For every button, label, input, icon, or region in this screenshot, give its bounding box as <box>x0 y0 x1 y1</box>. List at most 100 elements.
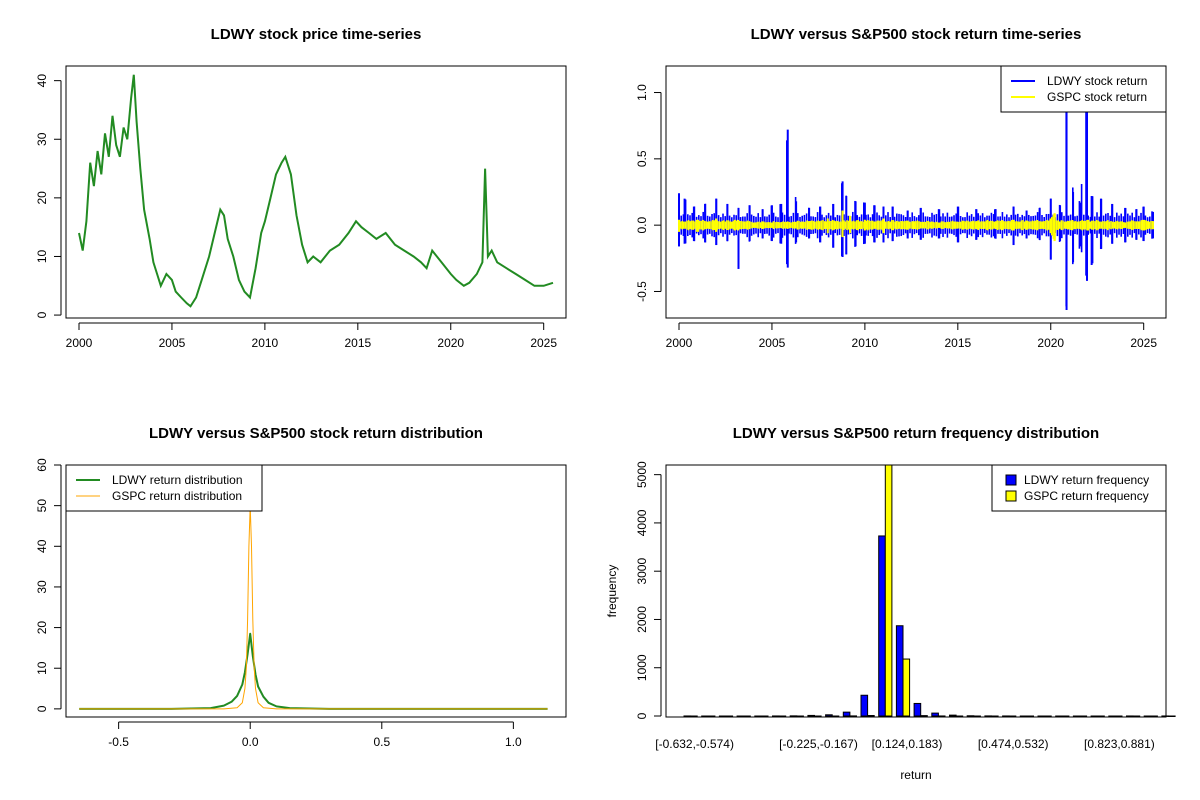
gspc-freq-bar <box>743 715 751 717</box>
gspc-freq-bar <box>1114 715 1123 717</box>
gspc-freq-bar <box>1168 715 1176 717</box>
legend-swatch <box>1005 490 1017 502</box>
ldwy-freq-bar <box>878 535 886 717</box>
gspc-freq-bar <box>831 715 840 717</box>
gspc-return-series <box>678 210 1154 242</box>
ldwy-freq-bar <box>913 702 922 717</box>
x-axis-title: return <box>900 768 931 782</box>
ldwy-freq-bar <box>1108 715 1116 717</box>
y-tick-label: 20 <box>35 621 49 635</box>
ldwy-freq-bar <box>683 715 692 717</box>
x-tick-label: -0.5 <box>108 735 129 749</box>
x-tick-label: 0.0 <box>242 735 259 749</box>
plot-frame-4 <box>665 464 1167 718</box>
y-tick-label: 0.5 <box>635 150 649 167</box>
y-tick-label: 1.0 <box>635 84 649 101</box>
gspc-freq-bar <box>973 715 981 717</box>
x-category-label: [-0.632,-0.574) <box>655 737 734 751</box>
x-tick-label: 0.5 <box>373 735 390 749</box>
ldwy-freq-bar <box>1037 715 1046 717</box>
y-tick-label: 0 <box>635 712 649 719</box>
y-tick-label: 10 <box>35 661 49 675</box>
legend-returns: LDWY stock return GSPC stock return <box>1000 65 1167 113</box>
gspc-freq-bar <box>1061 715 1070 717</box>
gspc-freq-bar <box>884 464 893 717</box>
y-tick-label: 40 <box>35 74 49 88</box>
ldwy-freq-bar <box>1126 715 1134 717</box>
chart-title-3: LDWY versus S&P500 stock return distribu… <box>149 425 483 442</box>
ldwy-freq-bar <box>789 715 798 717</box>
chart-title-2: LDWY versus S&P500 stock return time-ser… <box>751 26 1082 43</box>
ldwy-freq-bar <box>754 715 762 717</box>
legend-density: LDWY return distribution GSPC return dist… <box>65 464 263 512</box>
ldwy-freq-bar <box>1002 715 1010 717</box>
ldwy-freq-bar <box>718 715 727 717</box>
gspc-freq-bar <box>1132 715 1141 717</box>
gspc-freq-bar <box>814 715 822 717</box>
ldwy-freq-bar <box>736 715 745 717</box>
x-tick-label: 2020 <box>437 336 464 350</box>
ldwy-freq-bar <box>966 715 975 717</box>
legend-label: GSPC stock return <box>1047 90 1147 104</box>
plot-frame-3 <box>65 464 567 718</box>
gspc-freq-bar <box>725 715 734 717</box>
legend-box <box>1000 65 1167 113</box>
x-tick-label: 2010 <box>252 336 279 350</box>
legend-swatch <box>1005 474 1017 486</box>
ldwy-freq-bar <box>1055 715 1063 717</box>
gspc-freq-bar <box>955 715 964 717</box>
ldwy-freq-bar <box>949 714 957 717</box>
x-tick-label: 2005 <box>159 336 186 350</box>
gspc-freq-bar <box>1097 715 1105 717</box>
ldwy-freq-bar <box>842 711 851 717</box>
gspc-freq-bar <box>778 715 787 717</box>
y-tick-label: 0.0 <box>635 216 649 233</box>
ldwy-freq-bar <box>1019 715 1028 717</box>
plot-frame-2 <box>665 65 1167 319</box>
legend-box <box>65 464 263 512</box>
y-tick-label: 60 <box>35 458 49 472</box>
gspc-freq-bar <box>1079 715 1088 717</box>
x-category-label: [0.474,0.532) <box>978 737 1049 751</box>
y-tick-label: 2000 <box>635 606 649 633</box>
y-tick-label: 4000 <box>635 509 649 536</box>
x-tick-label: 2025 <box>1130 336 1157 350</box>
ldwy-freq-bar <box>772 715 780 717</box>
x-tick-label: 2015 <box>344 336 371 350</box>
ldwy-density-line <box>79 632 548 710</box>
x-category-label: [-0.225,-0.167) <box>779 737 858 751</box>
ldwy-freq-bar <box>701 715 709 717</box>
gspc-freq-bar <box>690 715 698 717</box>
ldwy-freq-bar <box>984 715 993 717</box>
gspc-freq-bar <box>902 658 911 717</box>
y-tick-label: 1000 <box>635 654 649 681</box>
y-tick-label: 30 <box>35 580 49 594</box>
legend-label: GSPC return distribution <box>112 489 242 503</box>
y-axis-title: frequency <box>605 565 619 618</box>
gspc-freq-bar <box>760 715 769 717</box>
gspc-freq-bar <box>920 715 928 717</box>
x-tick-label: 2000 <box>666 336 693 350</box>
gspc-freq-bar <box>1150 715 1158 717</box>
ldwy-freq-bar <box>1072 715 1081 717</box>
y-tick-label: 50 <box>35 499 49 513</box>
gspc-freq-bar <box>937 715 946 717</box>
ldwy-freq-bar <box>807 714 816 717</box>
y-tick-label: 10 <box>35 249 49 263</box>
legend-frequency: LDWY return frequency GSPC return frequen… <box>991 464 1167 512</box>
y-tick-label: 3000 <box>635 558 649 585</box>
ldwy-freq-bar <box>860 694 869 717</box>
legend-label: GSPC return frequency <box>1024 489 1149 503</box>
ldwy-freq-bar <box>895 625 904 717</box>
x-tick-label: 2020 <box>1037 336 1064 350</box>
legend-label: LDWY return distribution <box>112 473 243 487</box>
x-tick-label: 2025 <box>530 336 557 350</box>
y-tick-label: 5000 <box>635 461 649 488</box>
ldwy-freq-bar <box>825 714 833 717</box>
legend-box <box>991 464 1167 512</box>
x-category-label: [0.823,0.881) <box>1084 737 1155 751</box>
x-tick-label: 2005 <box>759 336 786 350</box>
gspc-freq-bar <box>1044 715 1052 717</box>
gspc-freq-bar <box>1026 715 1035 717</box>
y-tick-label: 20 <box>35 191 49 205</box>
